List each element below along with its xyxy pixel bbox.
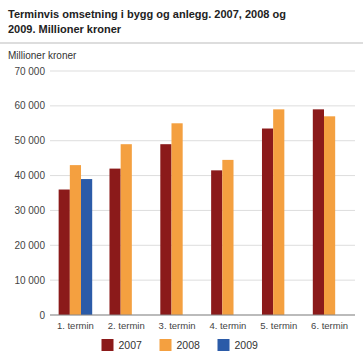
legend-swatch [218,339,230,351]
y-tick-label: 50 000 [14,135,45,146]
y-tick-label: 0 [39,310,45,321]
bar [171,123,182,315]
bar [313,109,324,315]
y-tick-label: 40 000 [14,170,45,181]
y-tick-label: 20 000 [14,240,45,251]
y-tick-label: 60 000 [14,100,45,111]
legend-label: 2007 [119,339,143,351]
x-axis-line [50,315,355,316]
x-tick-label: 3. termin [159,320,196,331]
bar [59,190,70,315]
legend-swatch [102,339,114,351]
grid-line [50,210,355,211]
title: Terminvis omsetning i bygg og anlegg. 20… [8,8,286,35]
y-tick-label: 70 000 [14,66,45,77]
legend-label: 2009 [235,339,259,351]
grid-line [50,245,355,246]
bar [262,129,273,315]
y-tick-label: 30 000 [14,205,45,216]
grid-line [50,175,355,176]
chart: Terminvis omsetning i bygg og anlegg. 20… [0,0,363,363]
bar [121,144,132,315]
grid-line [50,280,355,281]
x-tick-label: 2. termin [108,320,145,331]
bar [81,179,92,315]
grid-line [50,105,355,106]
legend-label: 2008 [177,339,201,351]
legend-swatch [160,339,172,351]
y-axis-label: Millioner kroner [8,50,77,61]
bar [222,160,233,315]
x-ticks: 1. termin 2. termin 3. termin 4. termin 5. t… [57,320,348,331]
bar [70,165,81,315]
bars [59,109,336,315]
grid-line [50,315,355,316]
separator [0,43,363,44]
legend: 2007 2008 2009 [102,339,259,351]
x-tick-label: 1. termin [57,320,94,331]
bar [211,170,222,315]
grid [50,71,355,315]
grid-line [50,71,355,72]
title-line: 2009. Millioner kroner [8,23,122,35]
bar [109,169,120,315]
x-tick-label: 6. termin [311,320,348,331]
grid-line [50,140,355,141]
y-ticks: 0 10 000 20 000 30 000 40 000 50 000 60 000 70 … [14,66,45,321]
x-tick-label: 5. termin [260,320,297,331]
bar [160,144,171,315]
y-tick-label: 10 000 [14,275,45,286]
bar [273,109,284,315]
x-tick-label: 4. termin [209,320,246,331]
bar [324,116,335,315]
title-line: Terminvis omsetning i bygg og anlegg. 20… [8,8,286,20]
